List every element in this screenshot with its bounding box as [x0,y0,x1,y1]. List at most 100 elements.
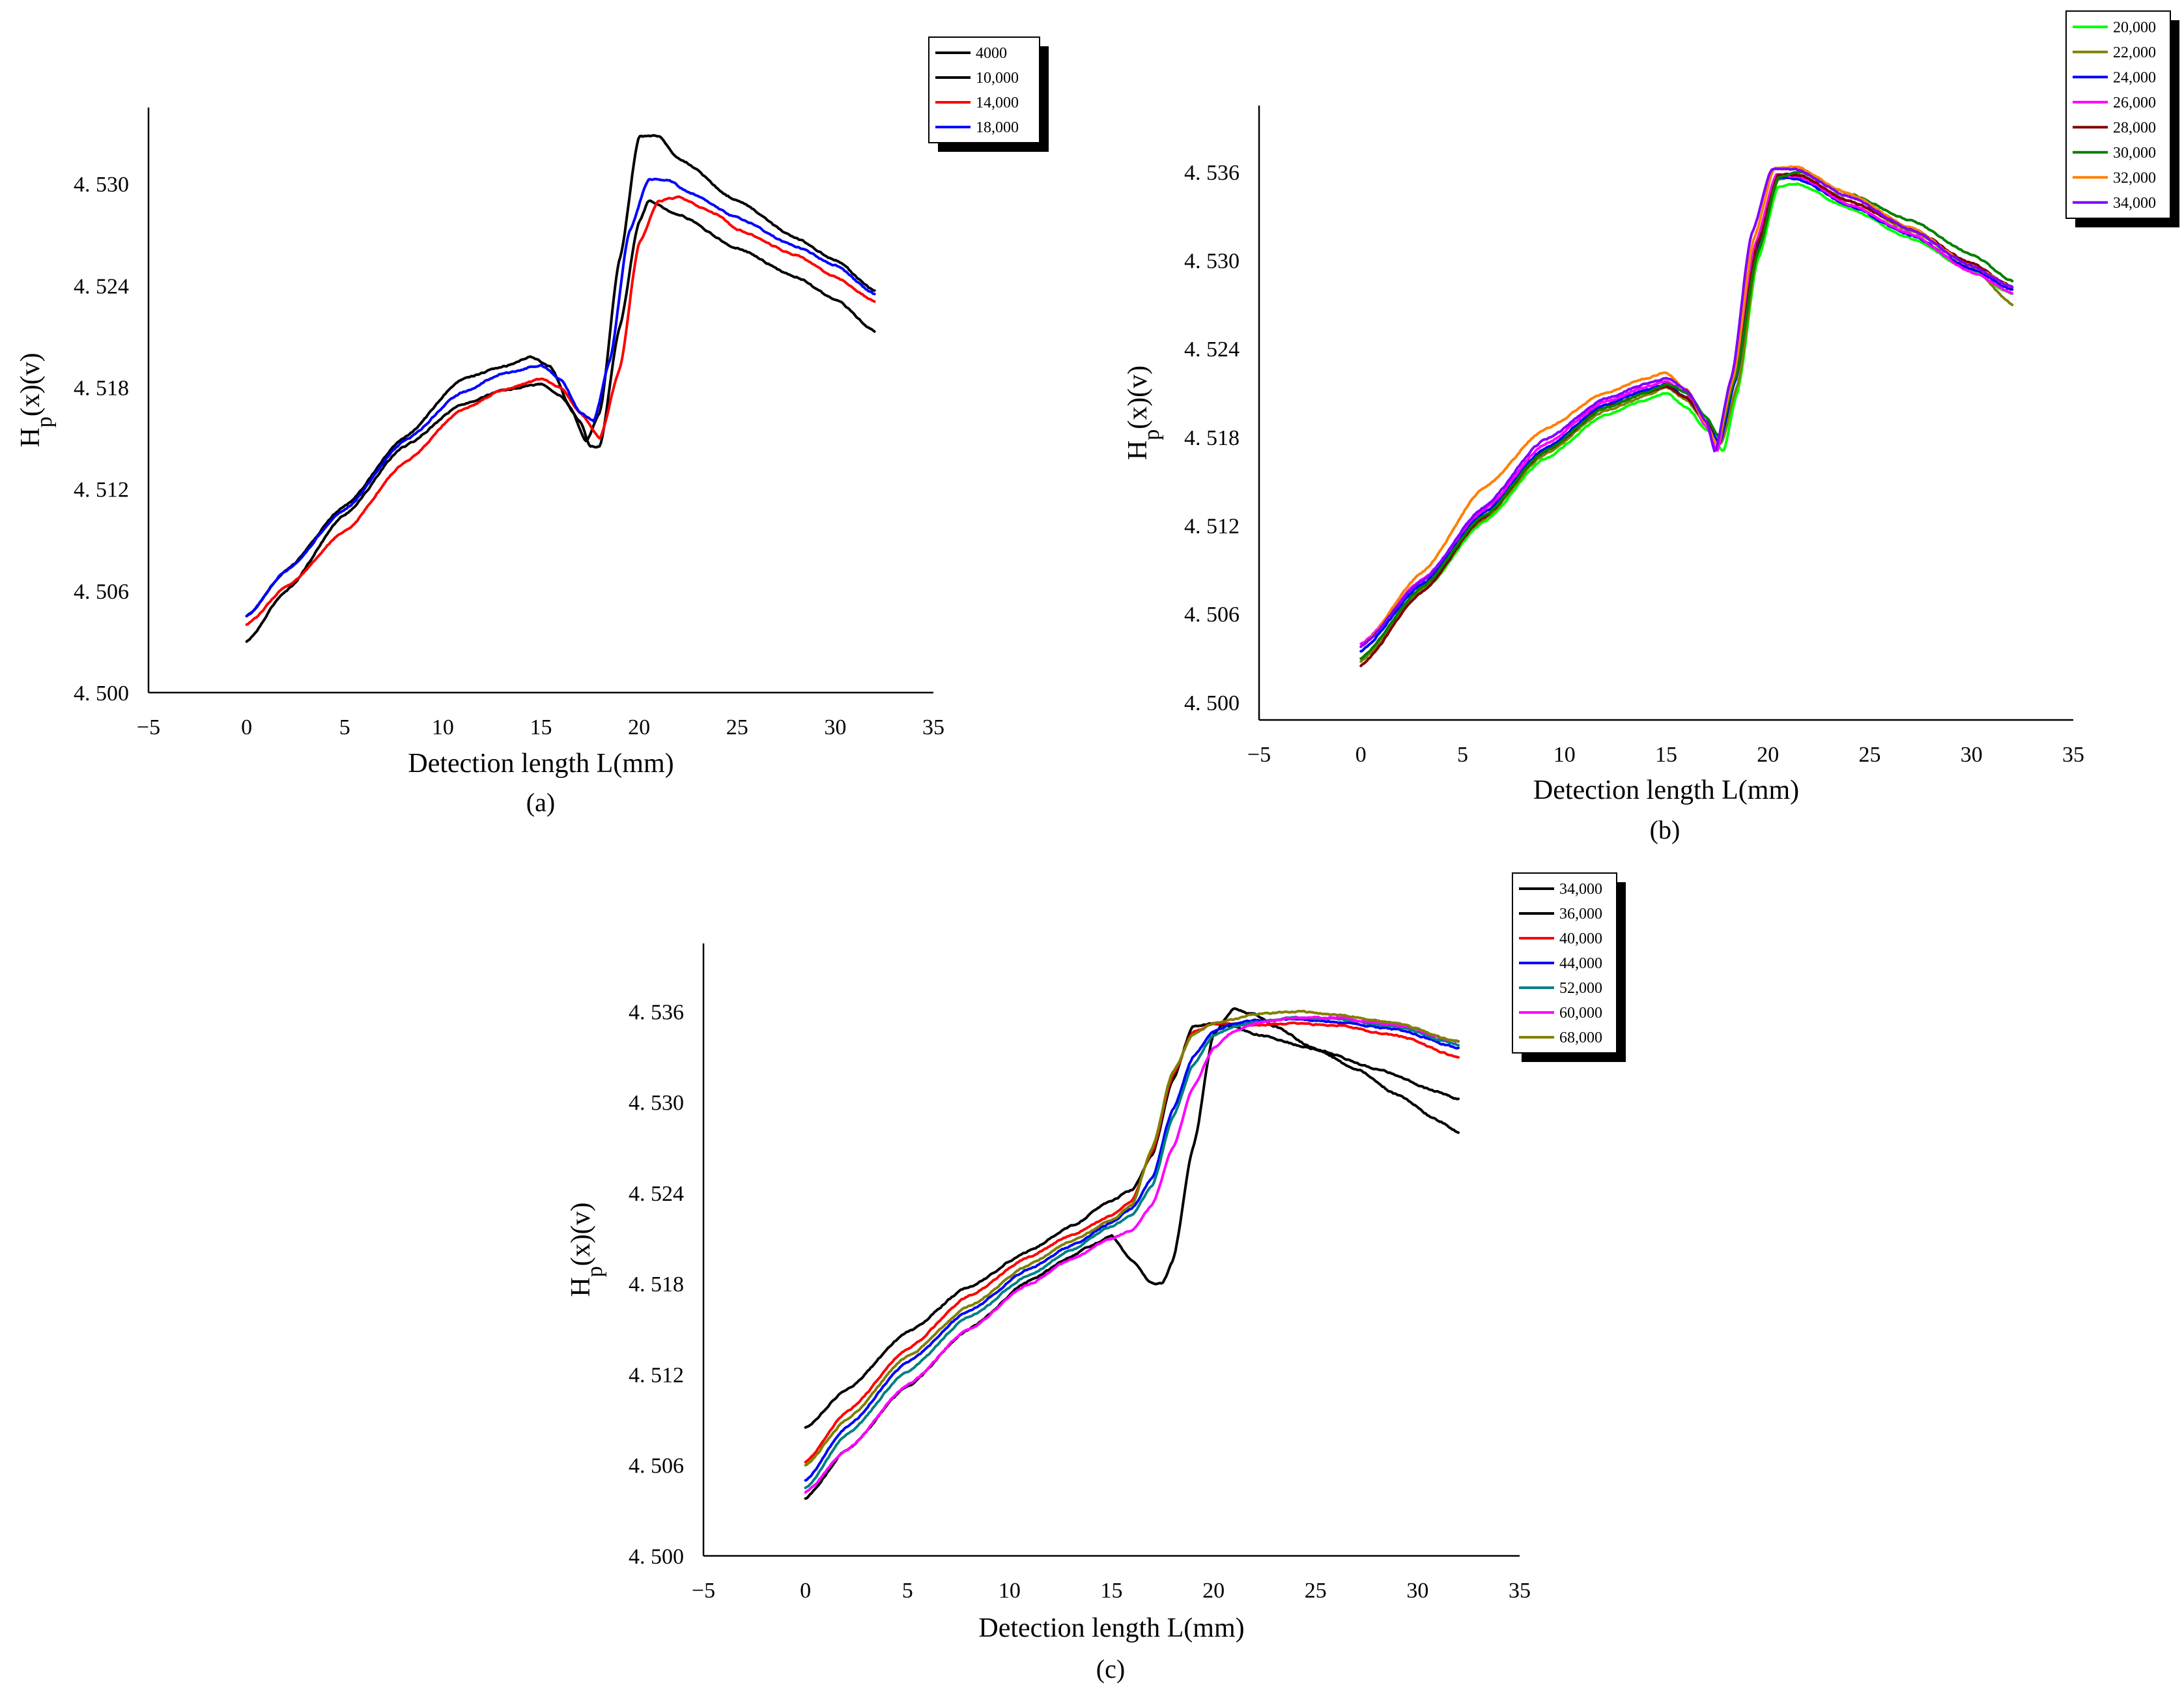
series-line-30000 [1359,170,2014,660]
y-axis-label: Hp(x)(v) [566,1202,607,1297]
series-line-14000 [245,195,876,626]
x-tick-label: 35 [1509,1579,1531,1603]
legend-label: 10,000 [976,70,1019,87]
y-tick-label: 4. 536 [629,1000,684,1024]
y-tick-label: 4. 506 [629,1454,684,1478]
y-tick-label: 4. 524 [1184,337,1240,362]
legend-label: 18,000 [976,119,1019,136]
legend-label: 34,000 [2113,195,2156,212]
series-line-26000 [1359,173,2014,646]
legend-label: 26,000 [2113,94,2156,111]
legend-label: 20,000 [2113,19,2156,36]
y-tick-label: 4. 512 [74,478,129,502]
y-tick-label: 4. 518 [74,376,129,400]
x-tick-label: 30 [1406,1579,1428,1603]
x-tick-label: 15 [1655,743,1677,767]
y-tick-label: 4. 512 [629,1363,684,1387]
series-line-36000 [804,1022,1460,1429]
y-label-main: H [566,1277,596,1297]
legend-box [928,36,1040,143]
series-line-52000 [804,1015,1460,1489]
series-line-24000 [1359,176,2014,653]
legend-label: 32,000 [2113,169,2156,186]
panel-caption: (b) [1650,815,1681,844]
series-line-18000 [245,177,876,618]
series-line-34000 [804,1007,1460,1500]
y-tick-label: 4. 524 [74,274,129,298]
x-tick-label: 20 [1757,743,1779,767]
y-tick-label: 4. 530 [1184,249,1240,273]
y-tick-label: 4. 500 [1184,691,1240,715]
legend-label: 22,000 [2113,44,2156,61]
legend-box [2065,10,2171,219]
legend-label: 14,000 [976,94,1019,111]
legend-label: 36,000 [1559,906,1602,923]
series-line-68000 [804,1009,1460,1467]
y-label-main: H [16,427,46,447]
x-tick-label: 25 [1859,743,1881,767]
x-tick-label: 5 [1457,743,1468,767]
y-label-main: H [1123,440,1153,460]
legend: 4000 10,000 14,000 18,000 [928,36,1049,152]
y-tick-label: 4. 530 [629,1091,684,1115]
y-tick-label: 4. 530 [74,173,129,197]
x-tick-label: 30 [824,715,846,739]
x-tick-label: 10 [432,715,454,739]
series-line-34000 [1359,167,2014,648]
y-axis-label: Hp(x)(v) [1123,366,1164,460]
y-tick-label: 4. 536 [1184,161,1240,185]
legend: 34,000 36,000 40,000 44,000 52,000 60,000 68,0… [1512,872,1626,1062]
x-tick-label: 25 [1305,1579,1327,1603]
x-tick-label: 15 [1101,1579,1123,1603]
y-tick-label: 4. 518 [629,1272,684,1297]
y-label-subscript: p [583,1266,607,1277]
series-line-22000 [1359,173,2014,663]
y-tick-label: 4. 512 [1184,514,1240,538]
chart-panel-3: −5 0 5 10 15 20 25 30 35 4. 500 4. 506 4. 512 4. 518… [566,872,1626,1684]
x-tick-label: 35 [2062,743,2084,767]
x-tick-label: 5 [339,715,350,739]
y-tick-label: 4. 506 [1184,603,1240,627]
x-tick-label: 35 [922,715,944,739]
y-axis-label: Hp(x)(v) [16,352,57,447]
x-tick-label: −5 [137,715,160,739]
y-label-tail: (x)(v) [1123,366,1153,429]
panel-caption: (c) [1096,1654,1125,1684]
y-tick-label: 4. 500 [629,1545,684,1569]
x-axis-label: Detection length L(mm) [408,749,674,779]
y-label-subscript: p [1140,429,1164,440]
x-tick-label: 0 [800,1579,811,1603]
y-tick-label: 4. 500 [74,682,129,706]
series-line-40000 [804,1021,1460,1464]
legend-label: 44,000 [1559,955,1602,972]
x-tick-label: 10 [1553,743,1576,767]
x-axis-label: Detection length L(mm) [978,1613,1244,1643]
legend-label: 34,000 [1559,881,1602,898]
series-line-28000 [1359,172,2014,668]
x-tick-label: −5 [1247,743,1271,767]
legend: 20,000 22,000 24,000 26,000 28,000 30,000 32,0… [2065,10,2179,227]
x-tick-label: 15 [530,715,552,739]
x-tick-label: 30 [1961,743,1983,767]
legend-label: 30,000 [2113,145,2156,162]
legend-label: 52,000 [1559,980,1602,997]
y-label-tail: (x)(v) [16,352,46,416]
series-line-60000 [804,1015,1460,1494]
x-tick-label: 25 [726,715,748,739]
y-label-subscript: p [33,416,57,427]
legend-label: 4000 [976,45,1007,62]
legend-label: 28,000 [2113,119,2156,136]
x-tick-label: 0 [1355,743,1367,767]
x-axis-label: Detection length L(mm) [1533,775,1799,805]
x-tick-label: 0 [241,715,252,739]
panel-caption: (a) [526,788,555,817]
legend-label: 24,000 [2113,69,2156,86]
series-line-20000 [1359,182,2014,660]
y-tick-label: 4. 524 [629,1182,684,1206]
legend-label: 68,000 [1559,1029,1602,1046]
series-line-44000 [804,1017,1460,1482]
legend-label: 40,000 [1559,930,1602,947]
x-tick-label: 10 [999,1579,1021,1603]
x-tick-label: −5 [692,1579,715,1603]
